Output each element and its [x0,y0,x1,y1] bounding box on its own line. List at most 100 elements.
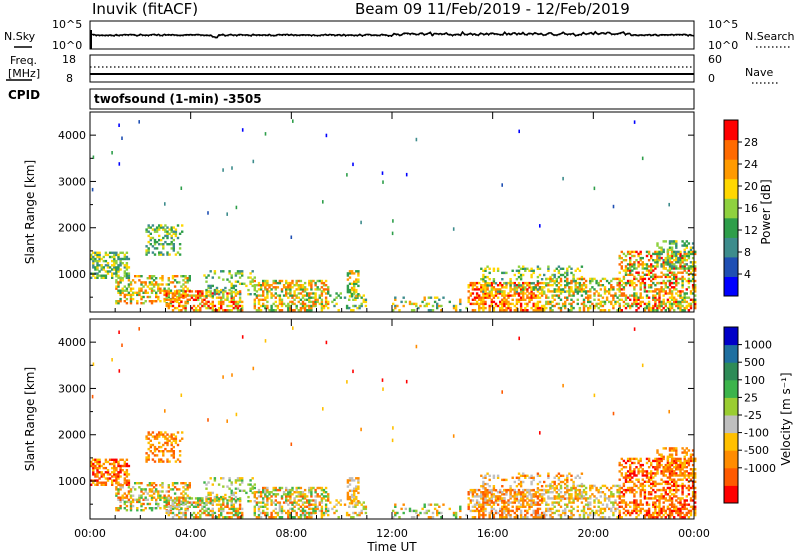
power-cell [658,294,661,297]
velocity-cell [249,483,252,486]
power-cell [119,262,122,265]
velocity-cell [131,500,135,504]
power-cell [230,304,233,308]
velocity-cell [303,509,307,513]
velocity-cell [595,486,598,490]
power-cell [264,286,267,289]
power-cell [543,286,546,289]
velocity-cell [184,501,187,504]
velocity-cell [301,511,305,515]
power-cell [333,298,336,301]
velocity-cell [517,491,521,494]
power-cell [234,304,238,308]
velocity-cell [138,486,141,489]
velocity-cell [624,461,628,465]
velocity-cell [96,475,99,478]
velocity-cell [427,516,431,519]
power-cell [670,246,674,249]
velocity-cell [658,466,661,469]
velocity-cell [310,491,313,494]
power-cell [184,275,187,278]
velocity-cell [301,513,305,517]
velocity-cell [603,516,607,519]
velocity-cell [125,464,129,468]
velocity-cell [301,501,305,504]
power-cell [507,306,510,310]
velocity-cell [507,488,510,492]
power-cell [158,238,161,242]
velocity-cell [641,486,644,490]
power-cell [549,284,552,287]
power-cell [675,244,678,247]
velocity-cell [549,507,552,511]
velocity-cell [501,497,504,500]
velocity-cell [192,516,196,519]
velocity-cell [564,509,567,513]
power-cell [561,304,565,308]
power-cell [595,281,598,285]
power-cell [117,264,120,267]
velocity-cell [170,433,173,436]
power-cell [687,250,691,254]
power-cell [171,296,175,299]
velocity-cell [197,499,200,502]
velocity-cell [650,516,653,519]
power-cell [353,284,356,288]
power-cell [589,290,592,293]
power-cell [580,286,584,289]
power-cell [515,288,519,291]
power-cell [205,288,208,292]
power-cell [528,300,531,304]
power-cell [582,284,586,287]
velocity-cell [299,486,303,490]
power-cell [559,288,563,291]
velocity-cell [247,483,250,486]
velocity-cell [147,458,150,461]
velocity-cell [357,491,360,495]
power-cell [635,296,638,299]
velocity-cell [320,505,324,508]
power-cell [536,306,540,310]
velocity-cell [584,486,588,490]
power-cell [178,302,181,306]
power-cell [285,292,288,295]
power-cell [501,294,504,297]
power-cell [171,297,175,301]
power-cell [454,309,458,312]
power-cell [564,300,567,304]
power-cell [543,306,546,310]
power-cell [599,302,602,306]
velocity-cell [234,481,238,484]
power-cell [176,300,179,304]
velocity-cell [572,497,575,500]
velocity-cell [134,498,137,501]
velocity-cell [540,497,544,500]
power-cell [624,273,628,276]
velocity-cell [633,472,636,475]
power-cell [641,277,644,281]
power-cell [618,302,621,306]
power-cell [584,304,588,308]
power-cell [440,309,443,312]
power-cell [129,297,133,301]
power-cell [538,281,542,285]
velocity-cell [679,509,682,513]
power-cell [192,309,196,312]
power-ytick-label: 3000 [58,175,86,188]
power-cell [170,234,173,238]
power-cell [253,276,256,279]
power-cell [348,270,352,273]
velocity-cell [186,488,189,491]
velocity-cell [299,491,303,494]
velocity-cell [624,505,628,508]
velocity-cell [289,488,292,492]
power-cell [289,286,292,289]
power-cell [555,288,558,291]
velocity-cell [151,458,155,461]
power-cell [199,302,202,306]
velocity-cell [480,513,483,517]
velocity-cell [287,495,290,498]
power-cell [299,302,303,306]
velocity-cell [123,492,126,495]
power-cell [576,286,579,289]
